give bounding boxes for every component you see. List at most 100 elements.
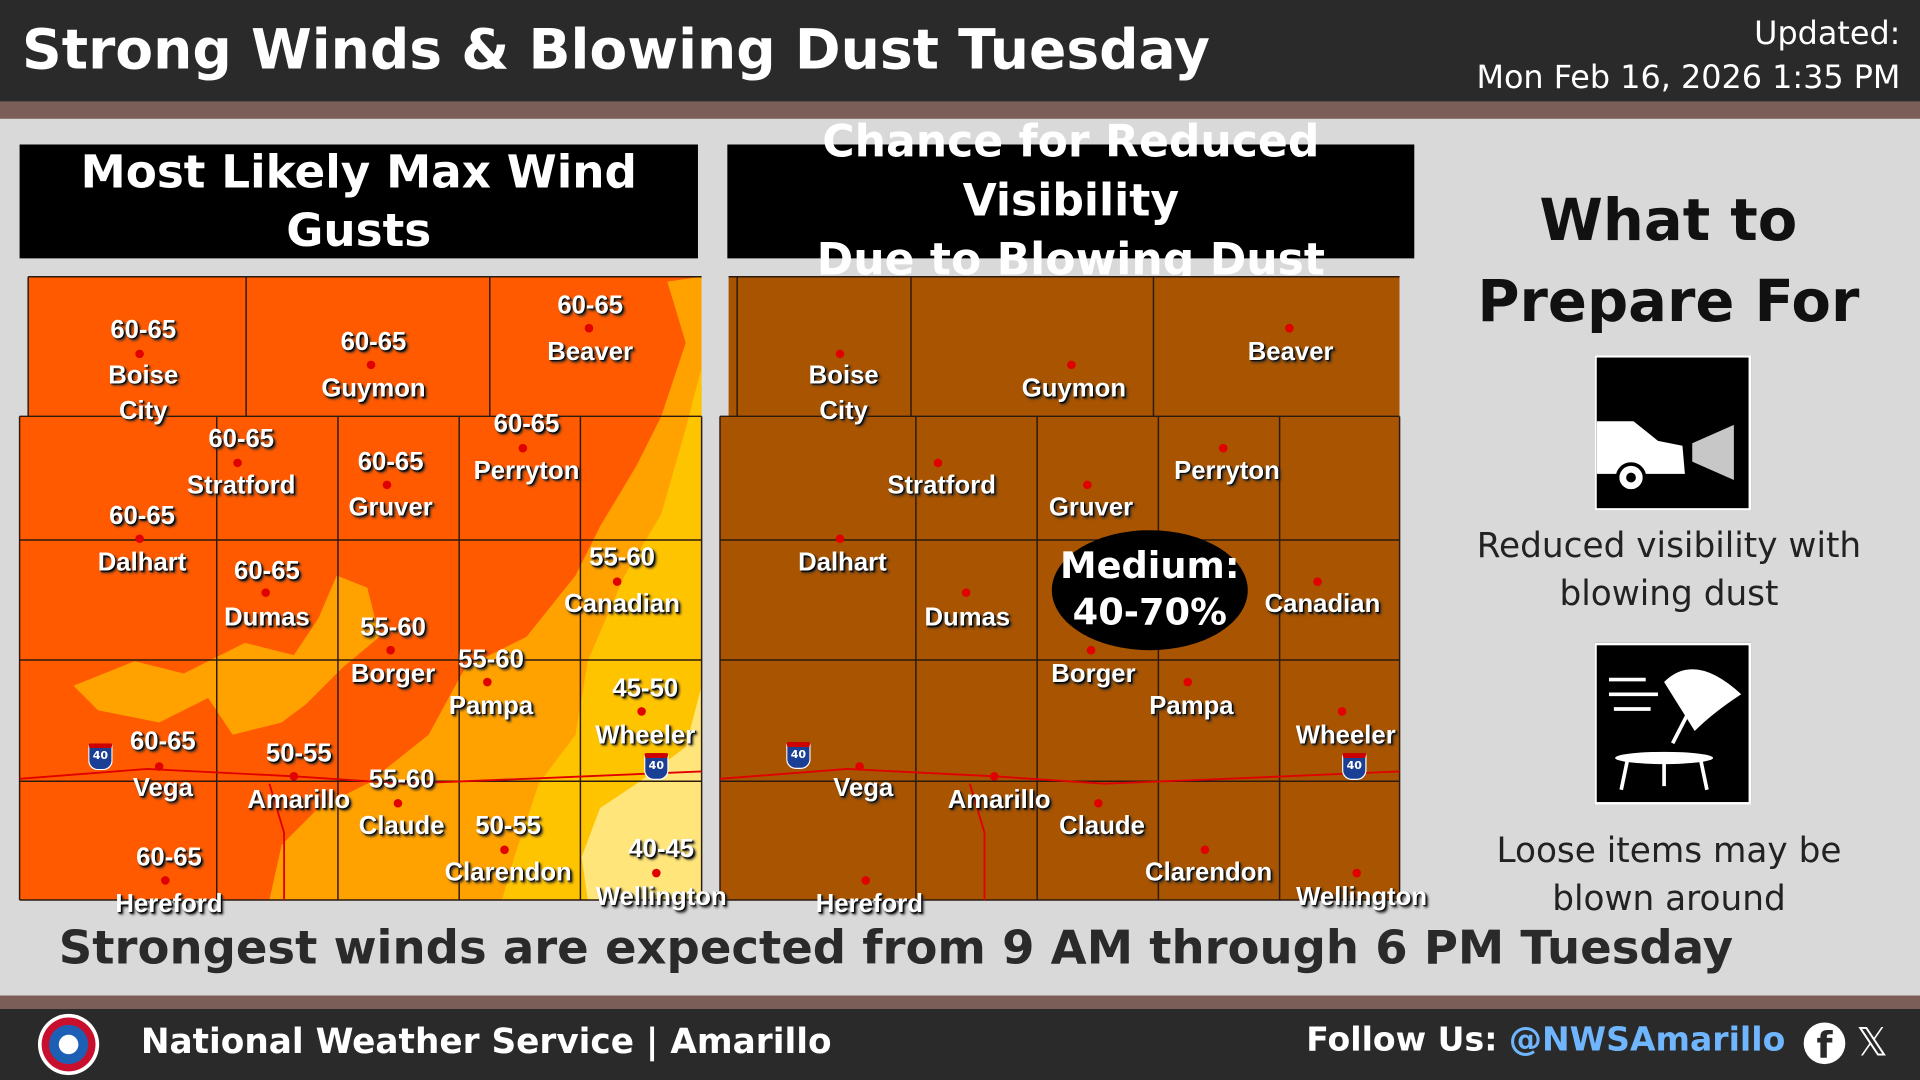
dust-city-label: Vega [833, 773, 894, 803]
wind-gust-value: 55-60 [458, 645, 524, 674]
wind-gust-value: 45-50 [612, 674, 679, 703]
wind-city-dot [393, 798, 403, 808]
dust-city-dot [855, 762, 864, 771]
wind-city-dot [500, 845, 509, 855]
wind-city-dot [637, 707, 646, 716]
dust-city-label: Wheeler [1295, 721, 1396, 750]
dust-city-label: Canadian [1264, 590, 1381, 619]
wind-city-dot [135, 349, 144, 359]
wind-city-label: Claude [358, 811, 445, 841]
follow-label: Follow Us: [1306, 1021, 1498, 1060]
wind-city-dot [652, 868, 661, 878]
wind-gust-value: 60-65 [357, 448, 424, 477]
wind-city-label: Vega [132, 773, 193, 803]
dust-city-dot [1183, 677, 1193, 687]
wind-gust-value: 60-65 [493, 410, 560, 439]
wind-panel-title: Most Likely Max Wind Gusts [19, 144, 698, 259]
wind-city-label: Pampa [448, 691, 534, 721]
prepare-item-loose-items: Loose items may be blown around [1424, 827, 1914, 923]
office-name: National Weather Service | Amarillo [140, 1021, 832, 1062]
wind-city-dot [366, 360, 376, 370]
wind-city-label: Gruver [348, 493, 433, 522]
dust-city-label: Hereford [815, 890, 923, 919]
wind-gust-value: 60-65 [208, 424, 275, 454]
wind-gust-value: 40-45 [628, 835, 695, 864]
wind-city-dot [154, 762, 164, 771]
footer-stripe [0, 995, 1920, 1009]
dust-city-label: Guymon [1021, 374, 1127, 403]
wind-city-label: Stratford [186, 471, 296, 500]
interstate-shield-icon: 40 [1342, 753, 1367, 781]
dust-city-dot [933, 458, 943, 468]
wind-city-label: Canadian [564, 590, 680, 619]
dust-city-label: Dalhart [798, 548, 887, 577]
dust-city-dot [1218, 443, 1228, 453]
dust-city-label: Boise [808, 361, 879, 390]
header-bar [0, 0, 1920, 102]
interstate-shield-icon: 40 [644, 753, 669, 781]
dust-risk-badge: Medium: 40-70% [1051, 530, 1248, 651]
dust-city-dot [1083, 480, 1092, 490]
wind-gust-value: 60-65 [557, 291, 624, 320]
prepare-item1-line2: blowing dust [1559, 573, 1779, 614]
dust-city-dot [835, 534, 845, 544]
wind-gust-value: 60-65 [136, 843, 202, 872]
dust-city-dot [961, 588, 971, 597]
wind-city-label: Clarendon [444, 858, 572, 887]
prepare-item2-line2: blown around [1552, 877, 1786, 919]
wind-city-label: Dumas [224, 603, 310, 632]
wind-city-label: Guymon [321, 374, 426, 403]
interstate-shield-icon: 40 [88, 743, 113, 771]
prepare-item1-line1: Reduced visibility with [1476, 525, 1862, 566]
facebook-icon[interactable]: f [1803, 1022, 1846, 1065]
x-icon[interactable]: 𝕏 [1856, 1018, 1888, 1066]
wind-city-label-line2: City [118, 396, 168, 425]
wind-gust-value: 60-65 [234, 557, 300, 586]
wind-gust-value: 50-55 [265, 739, 332, 768]
dust-city-dot [1337, 707, 1347, 716]
wind-gust-value: 55-60 [589, 543, 655, 572]
wind-city-label: Amarillo [247, 786, 351, 815]
prepare-title-line1: What to [1539, 187, 1798, 255]
wind-city-label: Borger [350, 660, 436, 689]
wind-city-label: Boise [108, 361, 179, 390]
wind-city-dot [261, 588, 271, 597]
dust-city-dot [1200, 845, 1210, 855]
wind-city-label: Wellington [595, 882, 727, 912]
nws-logo [37, 1013, 100, 1076]
dust-city-label: Clarendon [1144, 858, 1273, 887]
page-title: Strong Winds & Blowing Dust Tuesday [22, 17, 1210, 83]
wind-city-dot [518, 443, 528, 453]
dust-city-dot [1067, 360, 1076, 370]
dust-city-dot [1352, 868, 1362, 878]
dust-city-label: Borger [1051, 660, 1136, 689]
dust-city-label: Claude [1059, 811, 1145, 841]
wind-city-label: Wheeler [595, 721, 696, 750]
dust-city-dot [835, 349, 845, 359]
timing-statement: Strongest winds are expected from 9 AM t… [58, 920, 1734, 975]
risk-label: Medium: [1060, 544, 1240, 588]
dust-city-label: Wellington [1296, 882, 1428, 912]
social-handle-link[interactable]: @NWSAmarillo [1508, 1021, 1786, 1060]
dust-city-label: Beaver [1247, 337, 1334, 367]
footer-bar [0, 1008, 1920, 1080]
dust-city-dot [1313, 577, 1322, 586]
wind-city-dot [161, 876, 170, 885]
dust-city-dot [990, 772, 999, 781]
wind-gust-value: 60-65 [129, 727, 196, 756]
wind-city-dot [233, 458, 242, 468]
prepare-title-line2: Prepare For [1477, 268, 1860, 336]
wind-city-dot [612, 577, 622, 586]
wind-city-label: Dalhart [97, 548, 187, 577]
dust-city-dot [1285, 323, 1294, 333]
wind-gust-value: 55-60 [368, 765, 435, 794]
wind-gust-value: 60-65 [110, 315, 177, 345]
dust-city-label-line2: City [819, 396, 868, 425]
dust-title-line1: Chance for Reduced Visibility [822, 116, 1320, 226]
wind-city-dot [289, 772, 299, 781]
wind-city-dot [135, 534, 144, 544]
dust-city-label: Perryton [1174, 456, 1280, 485]
prepare-item-visibility: Reduced visibility with blowing dust [1424, 522, 1914, 618]
prepare-title: What to Prepare For [1457, 181, 1879, 343]
dust-city-dot [861, 876, 871, 885]
